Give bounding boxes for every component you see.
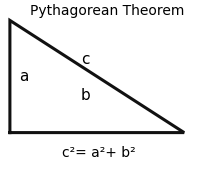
Text: a: a	[19, 69, 29, 84]
Text: Pythagorean Theorem: Pythagorean Theorem	[30, 4, 184, 18]
Text: c²= a²+ b²: c²= a²+ b²	[62, 146, 136, 160]
Text: c: c	[81, 52, 89, 67]
Text: b: b	[80, 88, 90, 103]
